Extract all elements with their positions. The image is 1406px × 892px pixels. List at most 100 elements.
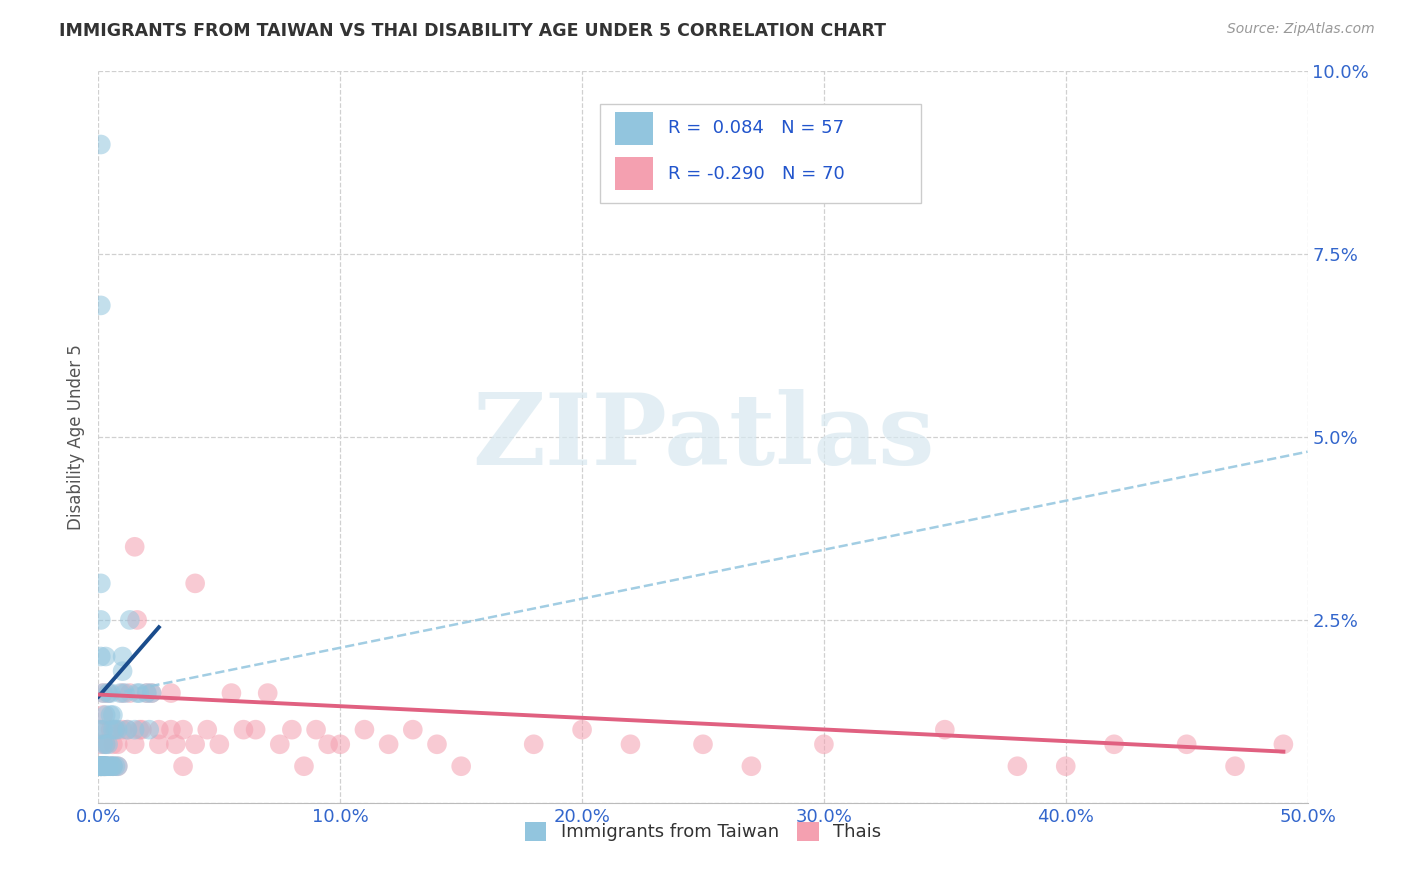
Point — [281, 723, 304, 737]
Point — [127, 686, 149, 700]
Point — [160, 723, 183, 737]
Point — [101, 723, 124, 737]
Point — [90, 723, 112, 737]
Point — [172, 759, 194, 773]
Point — [353, 723, 375, 737]
Point — [571, 723, 593, 737]
Point — [94, 737, 117, 751]
Point — [90, 649, 112, 664]
Point — [329, 737, 352, 751]
Point — [97, 759, 120, 773]
Point — [90, 759, 112, 773]
Point — [934, 723, 956, 737]
Point — [523, 737, 546, 751]
Point — [91, 759, 114, 773]
Point — [94, 759, 117, 773]
Point — [90, 759, 112, 773]
Point — [269, 737, 291, 751]
Point — [97, 737, 120, 751]
Point — [101, 759, 124, 773]
Point — [138, 723, 160, 737]
Point — [90, 298, 112, 312]
Point — [232, 723, 254, 737]
Point — [1102, 737, 1125, 751]
Point — [90, 759, 112, 773]
Point — [141, 686, 163, 700]
Point — [104, 759, 127, 773]
Point — [90, 137, 112, 152]
Point — [135, 686, 157, 700]
Point — [107, 737, 129, 751]
Point — [114, 686, 136, 700]
Point — [172, 723, 194, 737]
Point — [101, 737, 124, 751]
Point — [91, 737, 114, 751]
Point — [131, 723, 153, 737]
Point — [100, 759, 122, 773]
Point — [127, 613, 149, 627]
Bar — [614, 112, 654, 145]
Point — [160, 686, 183, 700]
Point — [90, 759, 112, 773]
Point — [104, 723, 127, 737]
Point — [91, 759, 114, 773]
Point — [124, 737, 146, 751]
Point — [141, 686, 163, 700]
Point — [117, 723, 139, 737]
Point — [1223, 759, 1246, 773]
Point — [117, 723, 139, 737]
Point — [1175, 737, 1198, 751]
Point — [305, 723, 328, 737]
FancyBboxPatch shape — [600, 104, 921, 203]
Point — [111, 649, 134, 664]
Point — [316, 737, 339, 751]
Point — [90, 759, 112, 773]
Point — [91, 723, 114, 737]
Point — [91, 759, 114, 773]
Text: IMMIGRANTS FROM TAIWAN VS THAI DISABILITY AGE UNDER 5 CORRELATION CHART: IMMIGRANTS FROM TAIWAN VS THAI DISABILIT… — [59, 22, 886, 40]
Point — [90, 723, 112, 737]
Point — [450, 759, 472, 773]
Point — [91, 686, 114, 700]
Point — [813, 737, 835, 751]
Point — [1054, 759, 1077, 773]
Point — [740, 759, 762, 773]
Point — [97, 686, 120, 700]
Point — [111, 686, 134, 700]
Point — [184, 737, 207, 751]
Point — [104, 723, 127, 737]
Point — [91, 759, 114, 773]
Bar — [614, 157, 654, 190]
Point — [118, 686, 141, 700]
Point — [1272, 737, 1295, 751]
Point — [94, 759, 117, 773]
Point — [90, 759, 112, 773]
Point — [148, 737, 170, 751]
Point — [165, 737, 187, 751]
Point — [426, 737, 449, 751]
Point — [91, 759, 114, 773]
Point — [90, 759, 112, 773]
Point — [97, 686, 120, 700]
Point — [90, 737, 112, 751]
Point — [101, 759, 124, 773]
Point — [111, 723, 134, 737]
Point — [91, 686, 114, 700]
Point — [124, 723, 146, 737]
Point — [91, 759, 114, 773]
Point — [97, 759, 120, 773]
Text: Source: ZipAtlas.com: Source: ZipAtlas.com — [1227, 22, 1375, 37]
Point — [124, 540, 146, 554]
Point — [90, 759, 112, 773]
Point — [619, 737, 641, 751]
Point — [195, 723, 218, 737]
Point — [128, 723, 150, 737]
Point — [100, 686, 122, 700]
Legend: Immigrants from Taiwan, Thais: Immigrants from Taiwan, Thais — [517, 814, 889, 848]
Point — [94, 708, 117, 723]
Point — [91, 759, 114, 773]
Point — [221, 686, 243, 700]
Text: R = -0.290   N = 70: R = -0.290 N = 70 — [668, 165, 845, 183]
Point — [208, 737, 231, 751]
Point — [94, 649, 117, 664]
